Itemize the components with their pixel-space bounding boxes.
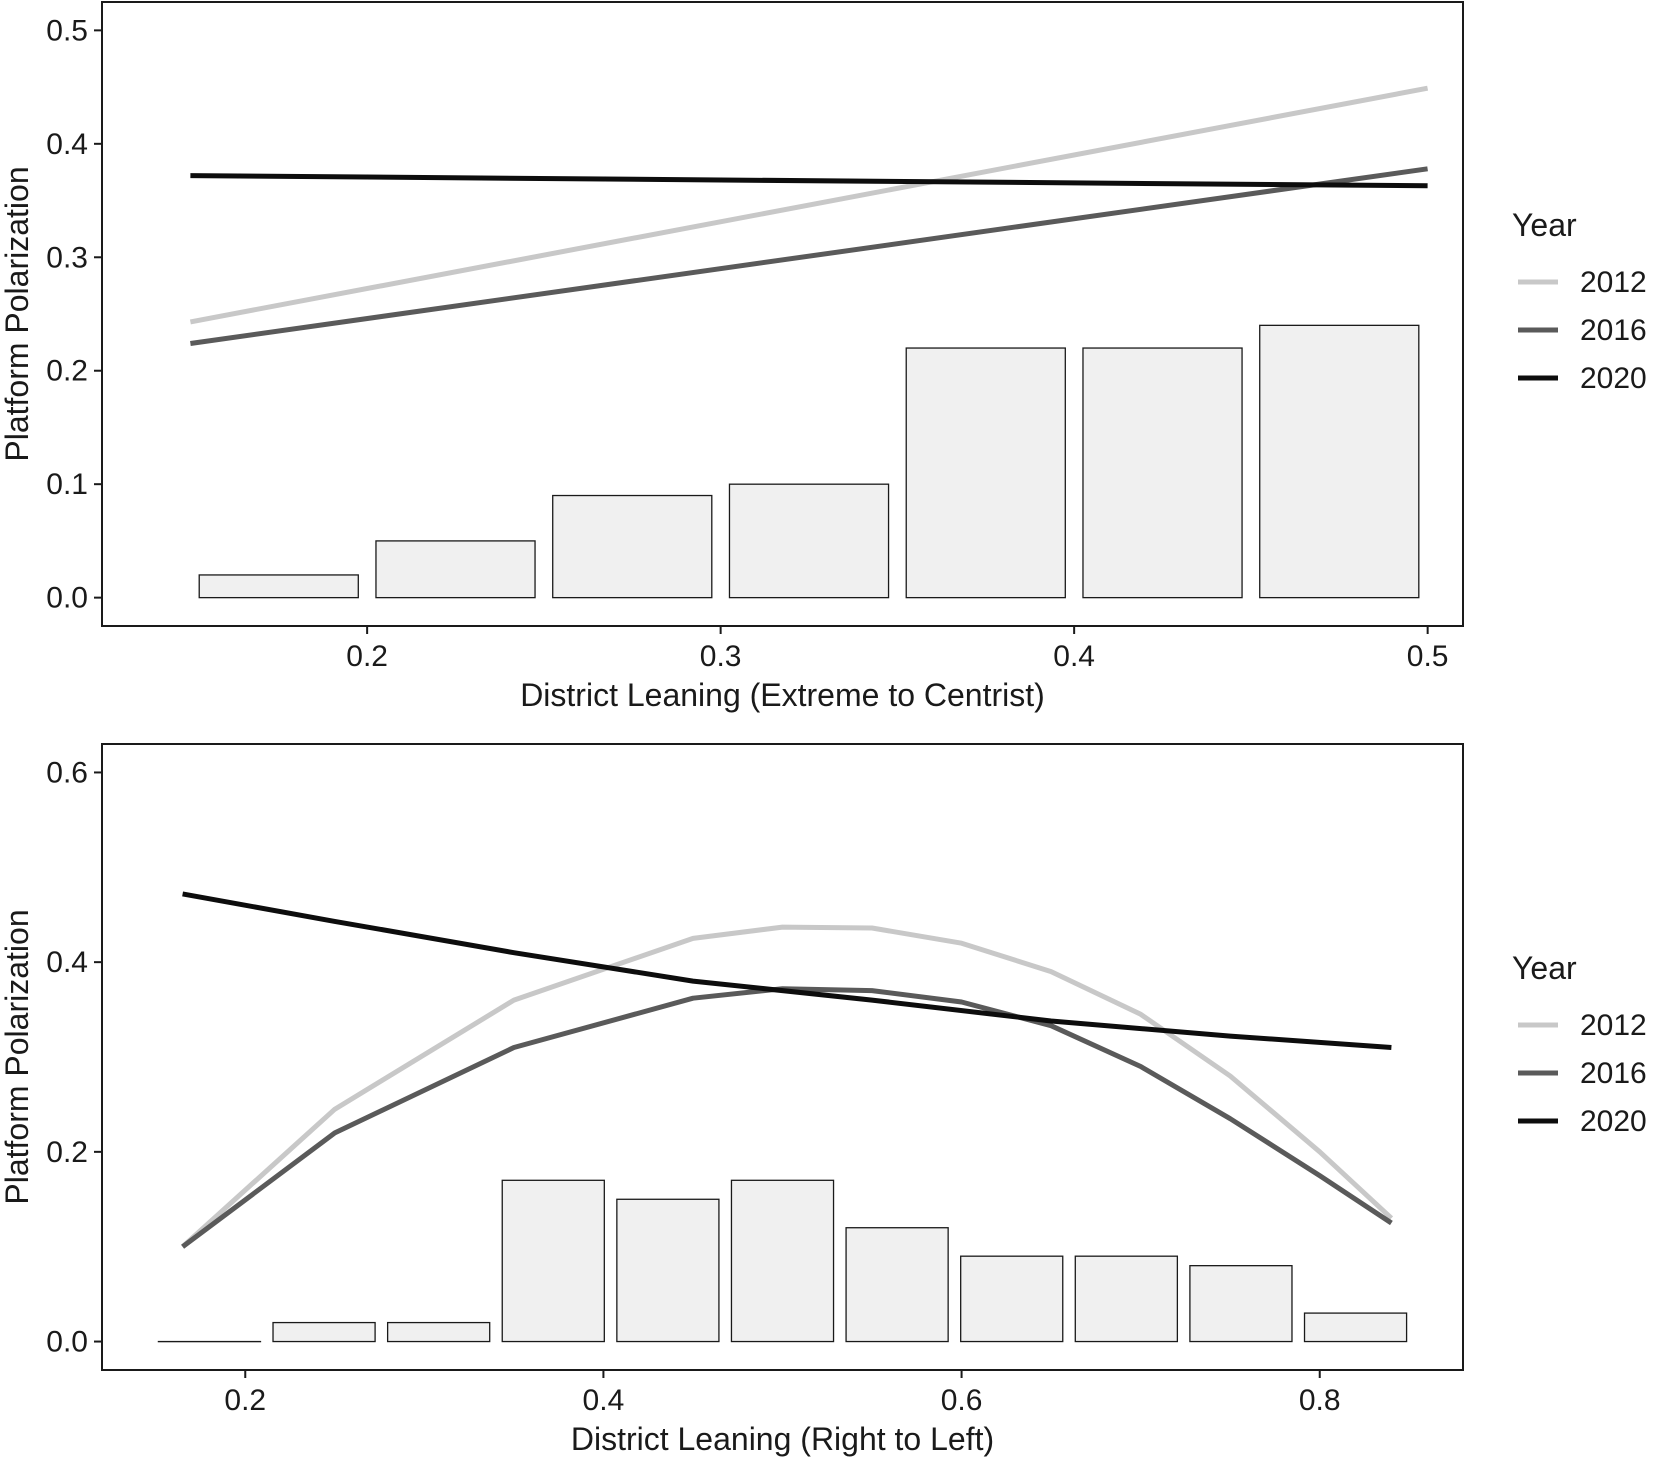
x-tick-label: 0.4	[1053, 640, 1095, 673]
y-tick-label: 0.0	[46, 1326, 88, 1359]
x-tick-label: 0.2	[346, 640, 388, 673]
y-tick-label: 0.0	[46, 582, 88, 615]
histogram-bar	[905, 347, 1066, 599]
histogram-bar	[960, 1255, 1064, 1343]
legend-label: 2012	[1580, 266, 1647, 299]
x-axis-title: District Leaning (Extreme to Centrist)	[520, 677, 1045, 713]
histogram-bar	[272, 1321, 376, 1343]
x-tick-label: 0.8	[1299, 1384, 1341, 1417]
legend-label: 2012	[1580, 1009, 1647, 1042]
histogram-bar	[375, 540, 536, 599]
legend-title: Year	[1512, 950, 1577, 986]
histogram-bar	[730, 1179, 835, 1343]
y-tick-label: 0.2	[46, 355, 88, 388]
histogram-bar	[1189, 1265, 1293, 1343]
x-tick-label: 0.4	[583, 1384, 625, 1417]
histogram-bar	[728, 483, 890, 599]
y-tick-label: 0.6	[46, 756, 88, 789]
series-line-2012	[189, 85, 1429, 325]
histogram-bar	[552, 494, 713, 599]
y-tick-label: 0.2	[46, 1136, 88, 1169]
histogram-bar	[616, 1198, 720, 1343]
x-tick-label: 0.5	[1407, 640, 1449, 673]
bottom-panel: 0.0 0.2 0.4 0.6 0.2 0.4 0.6 0.8 District Leaning…	[0, 743, 1647, 1457]
x-axis-title: District Leaning (Right to Left)	[571, 1421, 994, 1457]
series-line-2012	[180, 924, 1394, 1249]
series-line-2016	[181, 986, 1393, 1249]
plot-border	[101, 1, 1464, 627]
histogram-bar	[1303, 1312, 1408, 1343]
histogram-bar	[845, 1227, 949, 1343]
x-tick-label: 0.3	[700, 640, 742, 673]
histogram-bar	[1082, 347, 1243, 599]
x-tick-label: 0.2	[224, 1384, 266, 1417]
top-panel: 0.0 0.1 0.2 0.3 0.4 0.5 0.2 0.3 0.4 0.5 District L…	[0, 1, 1647, 713]
legend-title: Year	[1512, 207, 1577, 243]
y-axis-title: Platform Polarization	[0, 909, 35, 1204]
histogram-bar	[198, 574, 359, 599]
histogram-bar	[501, 1179, 605, 1343]
legend-label: 2020	[1580, 362, 1647, 395]
legend-label: 2020	[1580, 1105, 1647, 1138]
x-tick-label: 0.6	[941, 1384, 983, 1417]
legend-label: 2016	[1580, 314, 1647, 347]
series-line-2020	[190, 173, 1428, 189]
plot-border	[101, 743, 1464, 1371]
y-tick-label: 0.3	[46, 241, 88, 274]
series-line-2020	[182, 891, 1392, 1050]
y-tick-label: 0.4	[46, 946, 88, 979]
y-tick-label: 0.5	[46, 14, 88, 47]
legend-label: 2016	[1580, 1057, 1647, 1090]
histogram-bar	[386, 1321, 491, 1343]
histogram-bar	[1259, 324, 1420, 599]
y-tick-label: 0.4	[46, 128, 88, 161]
y-tick-label: 0.1	[46, 468, 88, 501]
series-line-2016	[190, 166, 1428, 346]
y-axis-title: Platform Polarization	[0, 166, 35, 461]
histogram-bar	[1074, 1255, 1179, 1343]
